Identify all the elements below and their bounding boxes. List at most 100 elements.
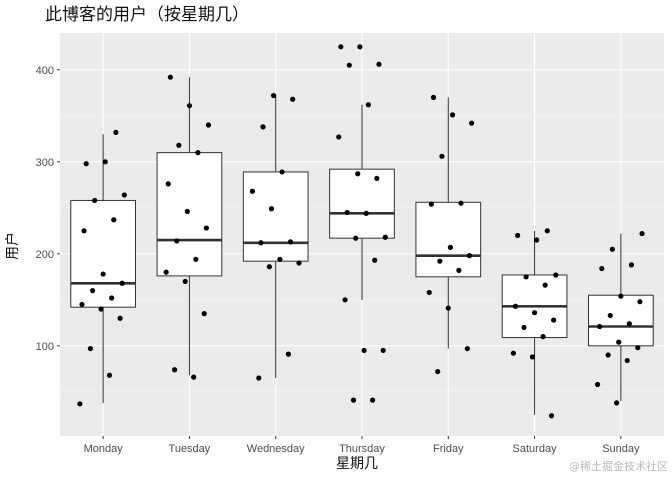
chart-title: 此博客的用户（按星期几） (45, 5, 249, 25)
data-point (111, 217, 117, 223)
x-tick-label: Sunday (602, 443, 640, 455)
data-point (464, 345, 470, 352)
data-point (193, 256, 199, 262)
data-point (270, 92, 277, 99)
data-point (515, 232, 521, 239)
data-point (182, 278, 188, 285)
y-axis-title: 用户 (4, 232, 21, 260)
iqr-box (415, 201, 482, 278)
iqr-box (70, 199, 136, 308)
data-point (540, 334, 546, 340)
data-point (616, 339, 622, 345)
box-friday (415, 97, 482, 349)
data-point (191, 374, 197, 380)
data-point (553, 272, 559, 278)
data-point (614, 400, 620, 406)
data-point (81, 228, 87, 234)
data-point (285, 351, 292, 357)
box-tuesday (156, 77, 223, 376)
data-point (172, 367, 178, 373)
x-tick-label: Friday (433, 443, 464, 455)
data-point (92, 197, 98, 204)
data-point (510, 350, 516, 356)
x-tick-label: Wednesday (247, 443, 305, 455)
data-point (260, 124, 266, 130)
y-tick-label: 300 (36, 157, 54, 169)
y-tick-label: 400 (36, 65, 54, 77)
y-axis-ticks: 100 200 300 400 (36, 65, 60, 353)
data-point (445, 305, 451, 311)
data-point (597, 323, 603, 330)
data-point (531, 310, 538, 316)
watermark: @稀土掘金技术社区 (569, 459, 668, 473)
data-point (594, 381, 601, 388)
data-point (639, 230, 645, 237)
box-layer (70, 77, 654, 415)
box-sunday (588, 233, 654, 402)
data-point (117, 315, 123, 321)
data-point (365, 102, 371, 108)
data-point (279, 169, 285, 175)
data-point (466, 253, 473, 259)
data-point (635, 345, 641, 351)
data-point (344, 209, 350, 216)
data-point (428, 201, 434, 207)
data-point (296, 260, 302, 266)
data-point (163, 269, 169, 275)
data-point (89, 288, 96, 294)
data-point (287, 239, 294, 245)
iqr-box (588, 294, 654, 347)
x-tick-label: Tuesday (169, 443, 211, 455)
x-tick-label: Monday (84, 443, 124, 455)
data-point (609, 246, 615, 252)
data-point (449, 112, 456, 118)
data-point (607, 312, 613, 319)
data-point (258, 240, 264, 246)
data-point (195, 150, 201, 156)
data-point (382, 234, 388, 240)
y-tick-label: 200 (36, 249, 54, 261)
data-point (346, 62, 352, 68)
box-monday (70, 134, 136, 403)
x-tick-label: Thursday (339, 443, 385, 455)
data-point (512, 303, 519, 309)
data-point (277, 256, 283, 262)
data-point (83, 161, 89, 167)
data-point (374, 175, 380, 181)
data-point (376, 61, 382, 67)
data-point (165, 181, 171, 187)
data-point (113, 129, 119, 135)
data-point (121, 192, 127, 198)
data-point (106, 372, 113, 378)
data-point (458, 200, 464, 206)
iqr-box (329, 168, 395, 239)
data-point (456, 267, 462, 273)
data-point (205, 122, 212, 128)
x-axis-title: 星期几 (336, 456, 378, 472)
data-point (380, 347, 386, 354)
box-thursday (329, 104, 395, 300)
iqr-box (242, 171, 309, 262)
data-point (355, 171, 361, 177)
data-point (119, 280, 125, 286)
data-point (336, 134, 342, 140)
box-wednesday (242, 94, 309, 379)
data-point (102, 159, 108, 165)
data-point (542, 282, 548, 288)
data-point (369, 397, 376, 403)
data-point (548, 413, 555, 419)
data-point (186, 103, 193, 109)
data-point (361, 347, 367, 354)
data-point (109, 295, 115, 301)
data-point (338, 44, 344, 50)
data-point (544, 228, 550, 234)
data-point (256, 375, 262, 381)
data-point (529, 354, 536, 360)
data-point (605, 352, 611, 358)
jitter-points (77, 44, 645, 419)
data-point (268, 206, 275, 212)
data-point (79, 301, 85, 308)
data-point (437, 258, 443, 264)
data-point (290, 96, 296, 102)
data-point (521, 324, 527, 331)
